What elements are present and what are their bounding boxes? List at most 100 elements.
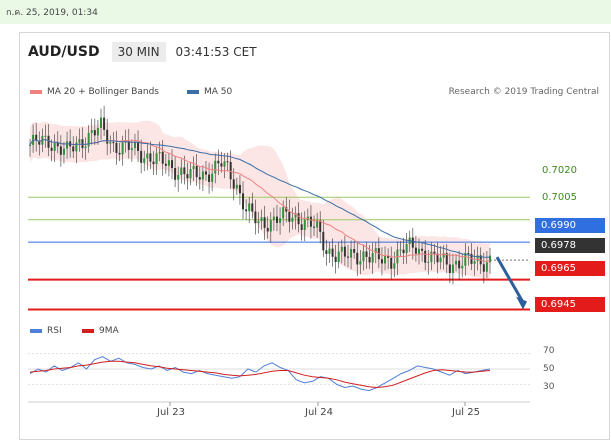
candle-body xyxy=(433,251,436,254)
level-label-7005: 0.7005 xyxy=(542,192,577,203)
candle-body xyxy=(387,255,390,258)
candle-body xyxy=(248,203,251,212)
candle-body xyxy=(38,140,41,145)
candle-body xyxy=(309,216,312,227)
candle-body xyxy=(467,253,470,255)
candle-body xyxy=(331,248,334,257)
ma50-line xyxy=(29,138,491,258)
candle-body xyxy=(384,255,387,264)
candle-body xyxy=(424,250,427,263)
candle-body xyxy=(421,248,424,251)
legend-ma20: MA 20 + Bollinger Bands xyxy=(30,87,159,97)
candle-body xyxy=(300,224,303,231)
rsi-9ma-line xyxy=(29,360,491,389)
candle-body xyxy=(112,142,115,144)
rsi-tick-70: 70 xyxy=(543,346,555,356)
projection-arrow-head xyxy=(516,296,527,310)
candle-body xyxy=(275,216,278,223)
candle-body xyxy=(279,218,282,223)
candle-body xyxy=(47,135,50,148)
candle-body xyxy=(448,264,451,273)
candle-body xyxy=(109,142,112,144)
candle-body xyxy=(442,253,445,258)
candle-body xyxy=(288,211,291,222)
candle-body xyxy=(297,213,300,225)
candle-body xyxy=(399,249,402,251)
candle-body xyxy=(402,249,405,254)
candle-body xyxy=(189,169,192,179)
candle-body xyxy=(164,163,167,166)
candle-body xyxy=(53,142,56,151)
clock-label: 03:41:53 CET xyxy=(175,45,257,59)
candle-body xyxy=(56,142,59,147)
candle-body xyxy=(458,260,461,269)
datetime-text: ก.ค. 25, 2019, 01:34 xyxy=(6,8,98,18)
candle-body xyxy=(266,227,269,232)
candle-body xyxy=(337,251,340,262)
candle-body xyxy=(192,165,195,170)
credit-text: Research © 2019 Trading Central xyxy=(448,87,599,97)
ma9-swatch xyxy=(82,329,94,333)
candle-body xyxy=(427,261,430,263)
candle-body xyxy=(93,130,96,136)
candle-body xyxy=(445,253,448,265)
candle-body xyxy=(143,158,146,163)
candle-body xyxy=(78,139,81,143)
last-price-label: 0.6978 xyxy=(535,238,605,253)
candle-body xyxy=(272,216,275,221)
candle-body xyxy=(485,262,488,272)
rsi-tick-30: 30 xyxy=(543,382,555,392)
candle-body xyxy=(66,141,69,149)
candle-body xyxy=(439,257,442,263)
candle-body xyxy=(137,141,140,151)
candle-body xyxy=(44,135,47,137)
candle-body xyxy=(322,231,325,251)
candle-body xyxy=(251,203,254,212)
candle-body xyxy=(461,265,464,269)
candle-body xyxy=(118,152,121,155)
candle-body xyxy=(362,251,365,262)
legend-9ma: 9MA xyxy=(82,326,119,336)
candle-body xyxy=(62,148,65,155)
candle-body xyxy=(50,147,53,151)
candle-body xyxy=(232,179,235,189)
candle-body xyxy=(214,160,217,174)
candle-body xyxy=(198,177,201,180)
candle-body xyxy=(100,117,103,128)
symbol-label: AUD/USD xyxy=(28,44,100,60)
legend-rsi-label: RSI xyxy=(47,326,62,336)
candle-body xyxy=(319,220,322,232)
timeframe-button[interactable]: 30 MIN xyxy=(111,42,166,62)
candle-body xyxy=(130,148,133,150)
level-label-6965: 0.6965 xyxy=(535,261,605,276)
candle-body xyxy=(174,168,177,180)
x-tick-jul25: Jul 25 xyxy=(452,407,480,418)
rsi-tick-50: 50 xyxy=(543,364,555,374)
candle-body xyxy=(245,209,248,212)
legend-ma20-label: MA 20 + Bollinger Bands xyxy=(47,87,159,97)
candle-body xyxy=(294,213,297,218)
candle-body xyxy=(417,248,420,254)
candle-body xyxy=(260,217,263,222)
candle-body xyxy=(430,251,433,262)
candle-body xyxy=(195,165,198,178)
candle-body xyxy=(96,127,99,136)
candle-body xyxy=(343,246,346,257)
x-tick-jul23: Jul 23 xyxy=(157,407,185,418)
candle-body xyxy=(155,153,158,165)
candle-body xyxy=(201,171,204,180)
candle-body xyxy=(149,153,152,162)
legend-ma50-label: MA 50 xyxy=(204,87,233,97)
candle-body xyxy=(254,211,257,224)
candle-body xyxy=(411,237,414,248)
legend-ma50: MA 50 xyxy=(187,87,232,97)
level-label-6945: 0.6945 xyxy=(535,297,605,312)
candle-body xyxy=(186,174,189,179)
candle-body xyxy=(455,260,458,265)
candle-body xyxy=(87,132,90,147)
candle-body xyxy=(106,129,109,144)
candle-body xyxy=(374,248,377,254)
candle-body xyxy=(414,247,417,254)
candle-body xyxy=(235,184,238,189)
candle-body xyxy=(226,161,229,163)
